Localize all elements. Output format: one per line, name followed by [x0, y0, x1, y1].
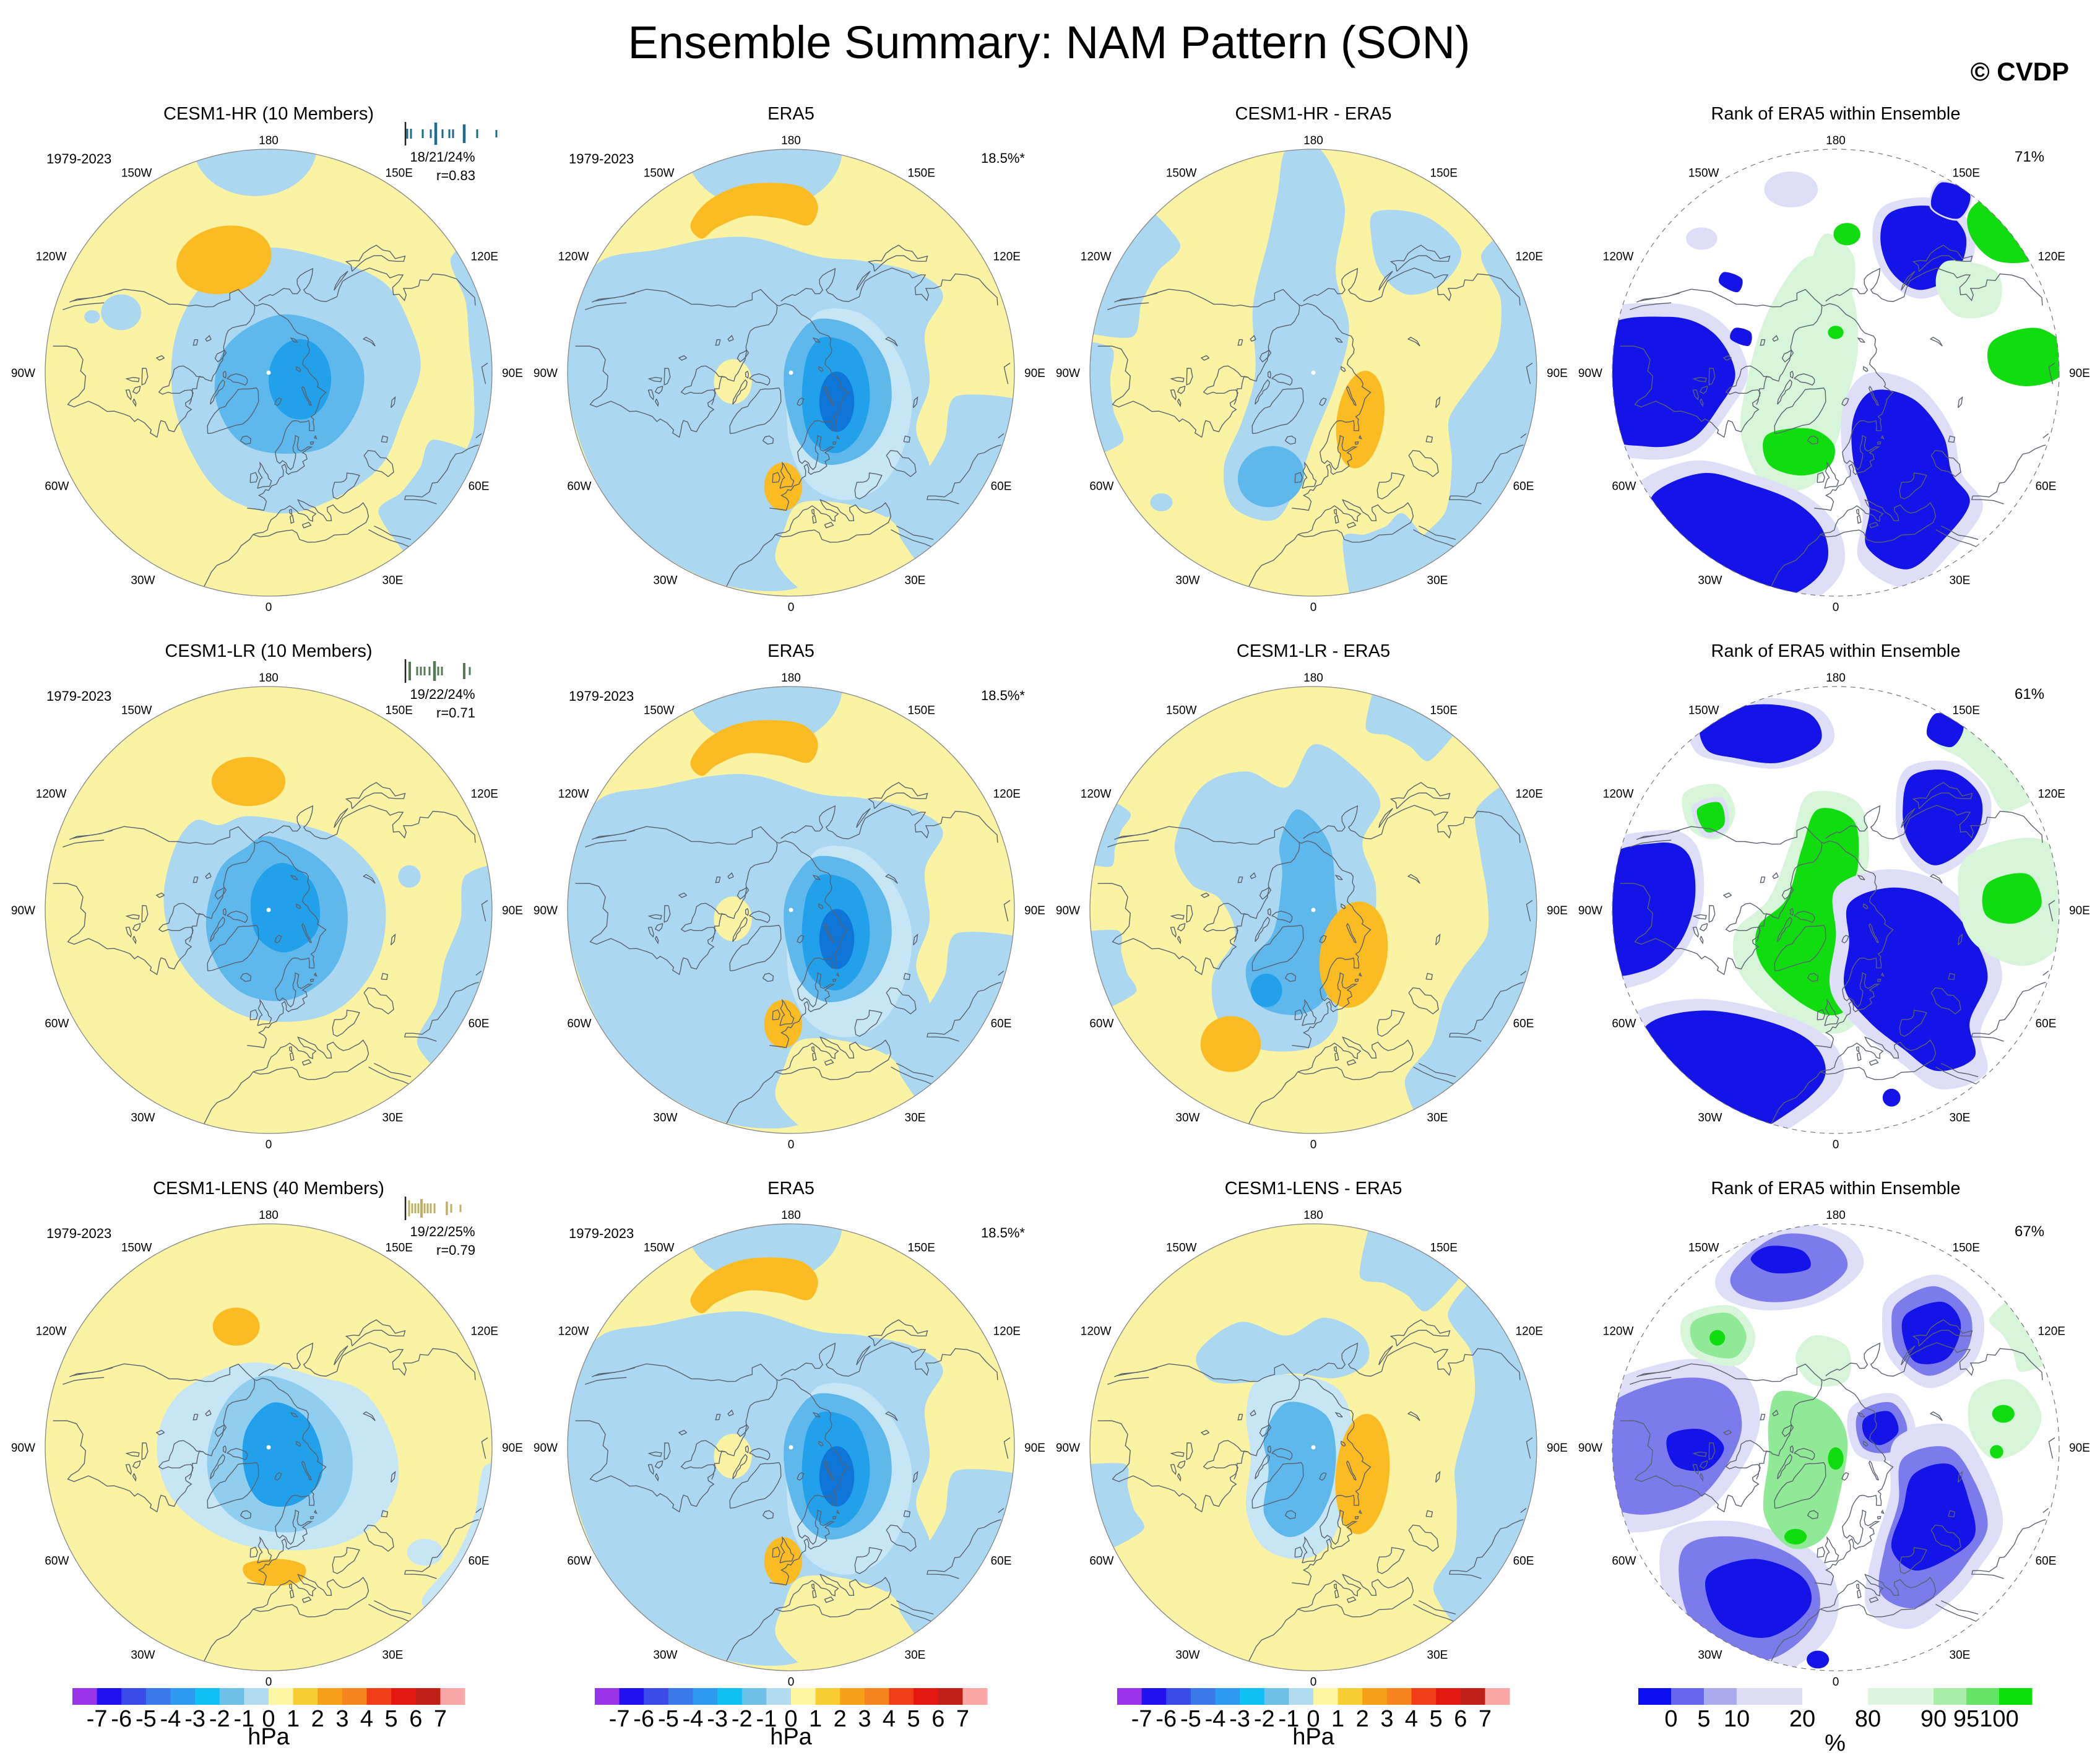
- svg-text:18.5%*: 18.5%*: [981, 688, 1025, 703]
- svg-text:0: 0: [1664, 1706, 1677, 1732]
- svg-text:-2: -2: [1254, 1706, 1275, 1732]
- svg-text:-1: -1: [234, 1706, 255, 1732]
- svg-text:-2: -2: [209, 1706, 230, 1732]
- svg-text:7: 7: [434, 1706, 447, 1732]
- svg-text:3: 3: [335, 1706, 348, 1732]
- svg-text:-3: -3: [1229, 1706, 1250, 1732]
- svg-text:1: 1: [1331, 1706, 1344, 1732]
- svg-text:20: 20: [1789, 1706, 1815, 1732]
- svg-text:5: 5: [1430, 1706, 1443, 1732]
- svg-text:18.5%*: 18.5%*: [981, 1225, 1025, 1241]
- svg-text:1: 1: [287, 1706, 300, 1732]
- svg-text:6: 6: [409, 1706, 422, 1732]
- svg-text:-5: -5: [658, 1706, 679, 1732]
- svg-text:-7: -7: [87, 1706, 108, 1732]
- svg-text:80: 80: [1855, 1706, 1881, 1732]
- svg-text:-5: -5: [1180, 1706, 1201, 1732]
- svg-text:6: 6: [1454, 1706, 1467, 1732]
- svg-text:CESM1-HR (10 Members): CESM1-HR (10 Members): [163, 104, 374, 124]
- svg-text:7: 7: [1479, 1706, 1492, 1732]
- svg-text:4: 4: [360, 1706, 373, 1732]
- svg-text:CESM1-HR - ERA5: CESM1-HR - ERA5: [1235, 104, 1392, 124]
- svg-text:-6: -6: [111, 1706, 132, 1732]
- svg-text:5: 5: [907, 1706, 920, 1732]
- svg-text:-4: -4: [160, 1706, 181, 1732]
- svg-text:4: 4: [1405, 1706, 1418, 1732]
- svg-text:18.5%*: 18.5%*: [981, 150, 1025, 166]
- svg-text:-4: -4: [683, 1706, 704, 1732]
- svg-text:%: %: [1825, 1730, 1846, 1756]
- svg-text:1: 1: [809, 1706, 822, 1732]
- svg-text:-6: -6: [633, 1706, 654, 1732]
- svg-text:Rank of ERA5 within Ensemble: Rank of ERA5 within Ensemble: [1711, 641, 1961, 661]
- svg-text:-5: -5: [136, 1706, 157, 1732]
- svg-text:r=0.83: r=0.83: [436, 168, 475, 183]
- svg-text:10: 10: [1724, 1706, 1750, 1732]
- svg-text:ERA5: ERA5: [767, 1179, 815, 1198]
- svg-text:2: 2: [834, 1706, 847, 1732]
- svg-text:-7: -7: [609, 1706, 630, 1732]
- svg-text:100: 100: [1979, 1706, 2018, 1732]
- svg-text:95: 95: [1953, 1706, 1979, 1732]
- svg-text:71%: 71%: [2015, 149, 2044, 165]
- svg-text:0: 0: [1307, 1706, 1320, 1732]
- svg-text:1979-2023: 1979-2023: [569, 151, 634, 167]
- svg-text:19/22/25%: 19/22/25%: [410, 1224, 475, 1239]
- svg-text:CESM1-LENS - ERA5: CESM1-LENS - ERA5: [1225, 1179, 1402, 1198]
- svg-text:3: 3: [1380, 1706, 1393, 1732]
- svg-text:1979-2023: 1979-2023: [46, 688, 111, 704]
- svg-text:© CVDP: © CVDP: [1971, 57, 2069, 86]
- svg-text:hPa: hPa: [1292, 1724, 1334, 1750]
- svg-text:CESM1-LR (10 Members): CESM1-LR (10 Members): [165, 641, 372, 661]
- svg-text:ERA5: ERA5: [767, 104, 815, 124]
- svg-text:Ensemble Summary: NAM Pattern: Ensemble Summary: NAM Pattern (SON): [628, 17, 1470, 68]
- svg-text:67%: 67%: [2015, 1223, 2044, 1240]
- svg-text:hPa: hPa: [248, 1724, 290, 1750]
- svg-text:5: 5: [1697, 1706, 1710, 1732]
- svg-text:6: 6: [931, 1706, 944, 1732]
- svg-text:-4: -4: [1205, 1706, 1226, 1732]
- svg-text:r=0.79: r=0.79: [436, 1242, 475, 1258]
- svg-text:CESM1-LR - ERA5: CESM1-LR - ERA5: [1237, 641, 1390, 661]
- svg-text:2: 2: [311, 1706, 324, 1732]
- svg-text:4: 4: [883, 1706, 896, 1732]
- svg-text:18/21/24%: 18/21/24%: [410, 149, 475, 165]
- svg-text:5: 5: [385, 1706, 398, 1732]
- svg-text:ERA5: ERA5: [767, 641, 815, 661]
- svg-text:CESM1-LENS (40 Members): CESM1-LENS (40 Members): [153, 1179, 384, 1198]
- svg-text:3: 3: [858, 1706, 871, 1732]
- svg-text:1979-2023: 1979-2023: [569, 688, 634, 704]
- svg-text:-3: -3: [184, 1706, 205, 1732]
- svg-text:2: 2: [1356, 1706, 1369, 1732]
- svg-text:1979-2023: 1979-2023: [46, 151, 111, 167]
- svg-text:90: 90: [1921, 1706, 1947, 1732]
- svg-text:0: 0: [784, 1706, 797, 1732]
- svg-text:hPa: hPa: [770, 1724, 812, 1750]
- svg-text:-7: -7: [1131, 1706, 1152, 1732]
- svg-text:-6: -6: [1156, 1706, 1177, 1732]
- svg-text:0: 0: [262, 1706, 275, 1732]
- svg-text:Rank of ERA5 within Ensemble: Rank of ERA5 within Ensemble: [1711, 104, 1961, 124]
- svg-text:1979-2023: 1979-2023: [569, 1226, 634, 1241]
- svg-text:Rank of ERA5 within Ensemble: Rank of ERA5 within Ensemble: [1711, 1179, 1961, 1198]
- svg-text:-3: -3: [707, 1706, 728, 1732]
- svg-text:19/22/24%: 19/22/24%: [410, 687, 475, 702]
- svg-text:-1: -1: [1279, 1706, 1300, 1732]
- svg-text:61%: 61%: [2015, 686, 2044, 703]
- svg-text:r=0.71: r=0.71: [436, 705, 475, 721]
- svg-text:-1: -1: [756, 1706, 777, 1732]
- svg-text:1979-2023: 1979-2023: [46, 1226, 111, 1241]
- svg-text:7: 7: [956, 1706, 969, 1732]
- svg-text:-2: -2: [732, 1706, 753, 1732]
